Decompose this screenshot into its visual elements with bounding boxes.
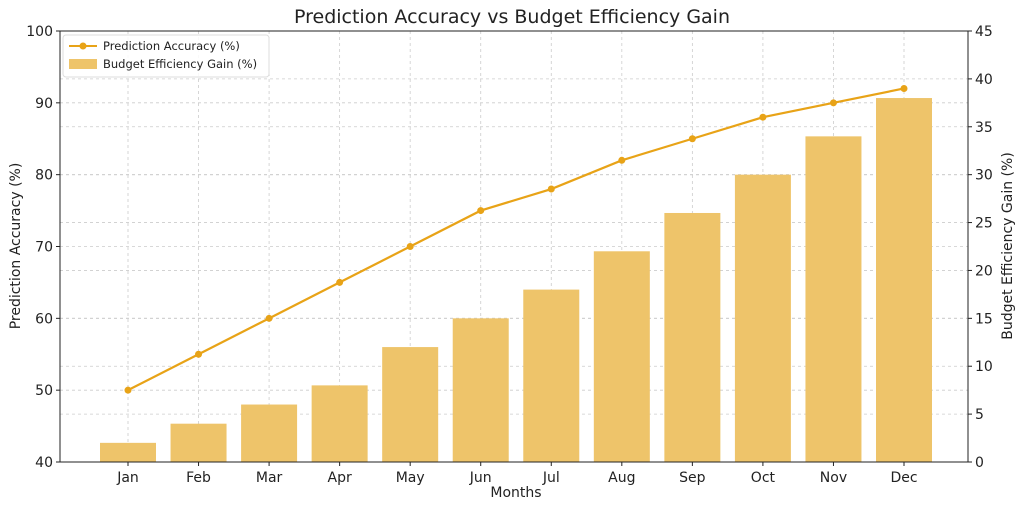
x-tick-label: Apr (328, 470, 352, 486)
bar-aug (593, 251, 650, 462)
legend: Prediction Accuracy (%) Budget Efficienc… (62, 34, 270, 78)
bar-apr (311, 385, 368, 462)
legend-bar-swatch (69, 59, 97, 69)
point-jun (477, 207, 485, 215)
y-right-tick-label: 30 (975, 168, 993, 184)
y-right-tick-label: 5 (975, 407, 984, 423)
y-axis-right-label: Budget Efficiency Gain (%) (1000, 152, 1016, 340)
x-tick-label: Sep (679, 470, 706, 486)
line-series (124, 84, 908, 394)
y-right-tick-label: 20 (975, 263, 993, 279)
legend-label-accuracy: Prediction Accuracy (%) (103, 39, 240, 53)
legend-line-marker (79, 42, 87, 50)
y-left-tick-label: 40 (35, 455, 53, 471)
accuracy-line (127, 87, 905, 392)
bar-jun (452, 318, 509, 462)
x-tick-label: Jun (469, 470, 492, 486)
point-aug (618, 156, 626, 164)
point-may (406, 243, 414, 250)
x-tick-label: Nov (820, 470, 847, 486)
point-apr (336, 278, 344, 286)
y-right-tick-label: 10 (975, 359, 993, 375)
bar-oct (734, 174, 791, 462)
y-right-tick-label: 35 (975, 120, 993, 136)
y-right-tick-label: 40 (975, 72, 993, 88)
x-tick-label: Jul (542, 470, 560, 486)
bar-dec (876, 98, 932, 463)
bar-jul (523, 289, 580, 462)
point-dec (900, 84, 908, 92)
y-axis-left-label: Prediction Accuracy (%) (8, 163, 24, 330)
y-right-tick-label: 0 (975, 455, 984, 471)
chart-title: Prediction Accuracy vs Budget Efficiency… (294, 6, 730, 28)
bar-mar (241, 404, 298, 462)
y-left-tick-label: 60 (35, 311, 53, 327)
bar-nov (805, 136, 862, 462)
point-oct (759, 113, 767, 121)
point-jul (547, 185, 555, 193)
y-left-tick-label: 100 (26, 24, 53, 40)
x-tick-label: Feb (186, 470, 211, 486)
x-tick-label: May (396, 470, 425, 486)
y-right-tick-label: 25 (975, 216, 993, 232)
y-right-tick-label: 45 (975, 24, 993, 40)
bar-feb (170, 423, 227, 462)
bar-jan (100, 442, 156, 462)
point-feb (195, 350, 203, 358)
bar-sep (664, 212, 721, 462)
axes: 40 50 60 70 80 90 100 0 5 10 15 20 25 30 35 40 45 Jan Feb M… (26, 24, 993, 486)
x-axis-label: Months (490, 485, 541, 501)
x-tick-label: Oct (751, 470, 776, 486)
point-nov (829, 99, 837, 107)
y-left-tick-label: 70 (35, 240, 53, 256)
x-tick-label: Aug (608, 470, 635, 486)
bar-may (382, 347, 439, 462)
y-right-tick-label: 15 (975, 311, 993, 327)
x-tick-label: Jan (116, 470, 139, 486)
point-jan (124, 386, 132, 394)
y-left-tick-label: 90 (35, 96, 53, 112)
point-mar (265, 314, 273, 322)
y-left-tick-label: 50 (35, 383, 53, 399)
point-sep (688, 135, 696, 143)
legend-label-budget: Budget Efficiency Gain (%) (103, 57, 257, 71)
y-left-tick-label: 80 (35, 168, 53, 184)
x-tick-label: Mar (256, 470, 283, 486)
bars (100, 98, 932, 463)
x-tick-label: Dec (890, 470, 917, 486)
